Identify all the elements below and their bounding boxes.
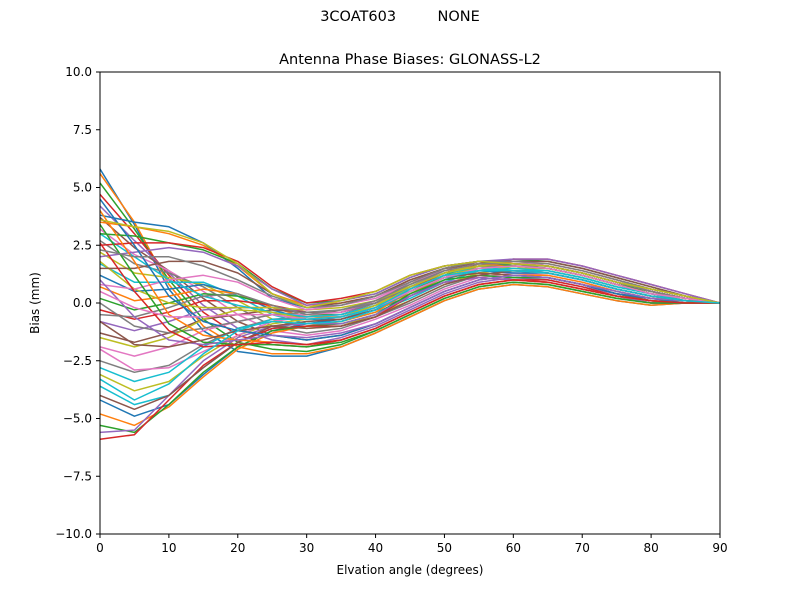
series-line-47: [99, 265, 721, 320]
y-tick-label: 0.0: [73, 296, 92, 310]
series-layer: [99, 168, 721, 441]
y-tick-label: −10.0: [55, 527, 92, 541]
x-tick-label: 80: [643, 541, 658, 555]
series-line-48: [99, 249, 721, 309]
x-tick-label: 10: [161, 541, 176, 555]
y-tick-label: −2.5: [63, 354, 92, 368]
y-tick-label: 7.5: [73, 123, 92, 137]
y-tick-label: 10.0: [65, 65, 92, 79]
x-axis: 0 10 20 30 40 50 60 70 80 90: [96, 534, 728, 555]
y-axis: −10.0 −7.5 −5.0 −2.5 0.0 2.5 5.0 7.5 10.0: [55, 65, 100, 541]
y-tick-label: −7.5: [63, 469, 92, 483]
x-tick-label: 30: [299, 541, 314, 555]
y-tick-label: 5.0: [73, 181, 92, 195]
x-tick-label: 90: [712, 541, 727, 555]
series-line-44: [99, 242, 720, 348]
x-tick-label: 0: [96, 541, 104, 555]
x-tick-label: 50: [437, 541, 452, 555]
series-line-49: [99, 219, 721, 309]
figure-suptitle: 3COAT603 NONE: [320, 9, 480, 25]
series-line-45: [99, 274, 721, 346]
series-line-33: [99, 232, 721, 304]
x-axis-label: Elvation angle (degrees): [337, 563, 484, 577]
y-tick-label: −5.0: [63, 412, 92, 426]
series-line-50: [99, 269, 721, 401]
x-tick-label: 20: [230, 541, 245, 555]
y-axis-label: Bias (mm): [28, 272, 42, 334]
chart-title: Antenna Phase Biases: GLONASS-L2: [279, 52, 541, 68]
x-tick-label: 70: [575, 541, 590, 555]
series-line-2: [99, 173, 720, 355]
y-tick-label: 2.5: [73, 238, 92, 252]
series-line-43: [99, 224, 720, 348]
x-tick-label: 40: [368, 541, 383, 555]
series-line-3: [99, 182, 720, 353]
x-tick-label: 60: [506, 541, 521, 555]
